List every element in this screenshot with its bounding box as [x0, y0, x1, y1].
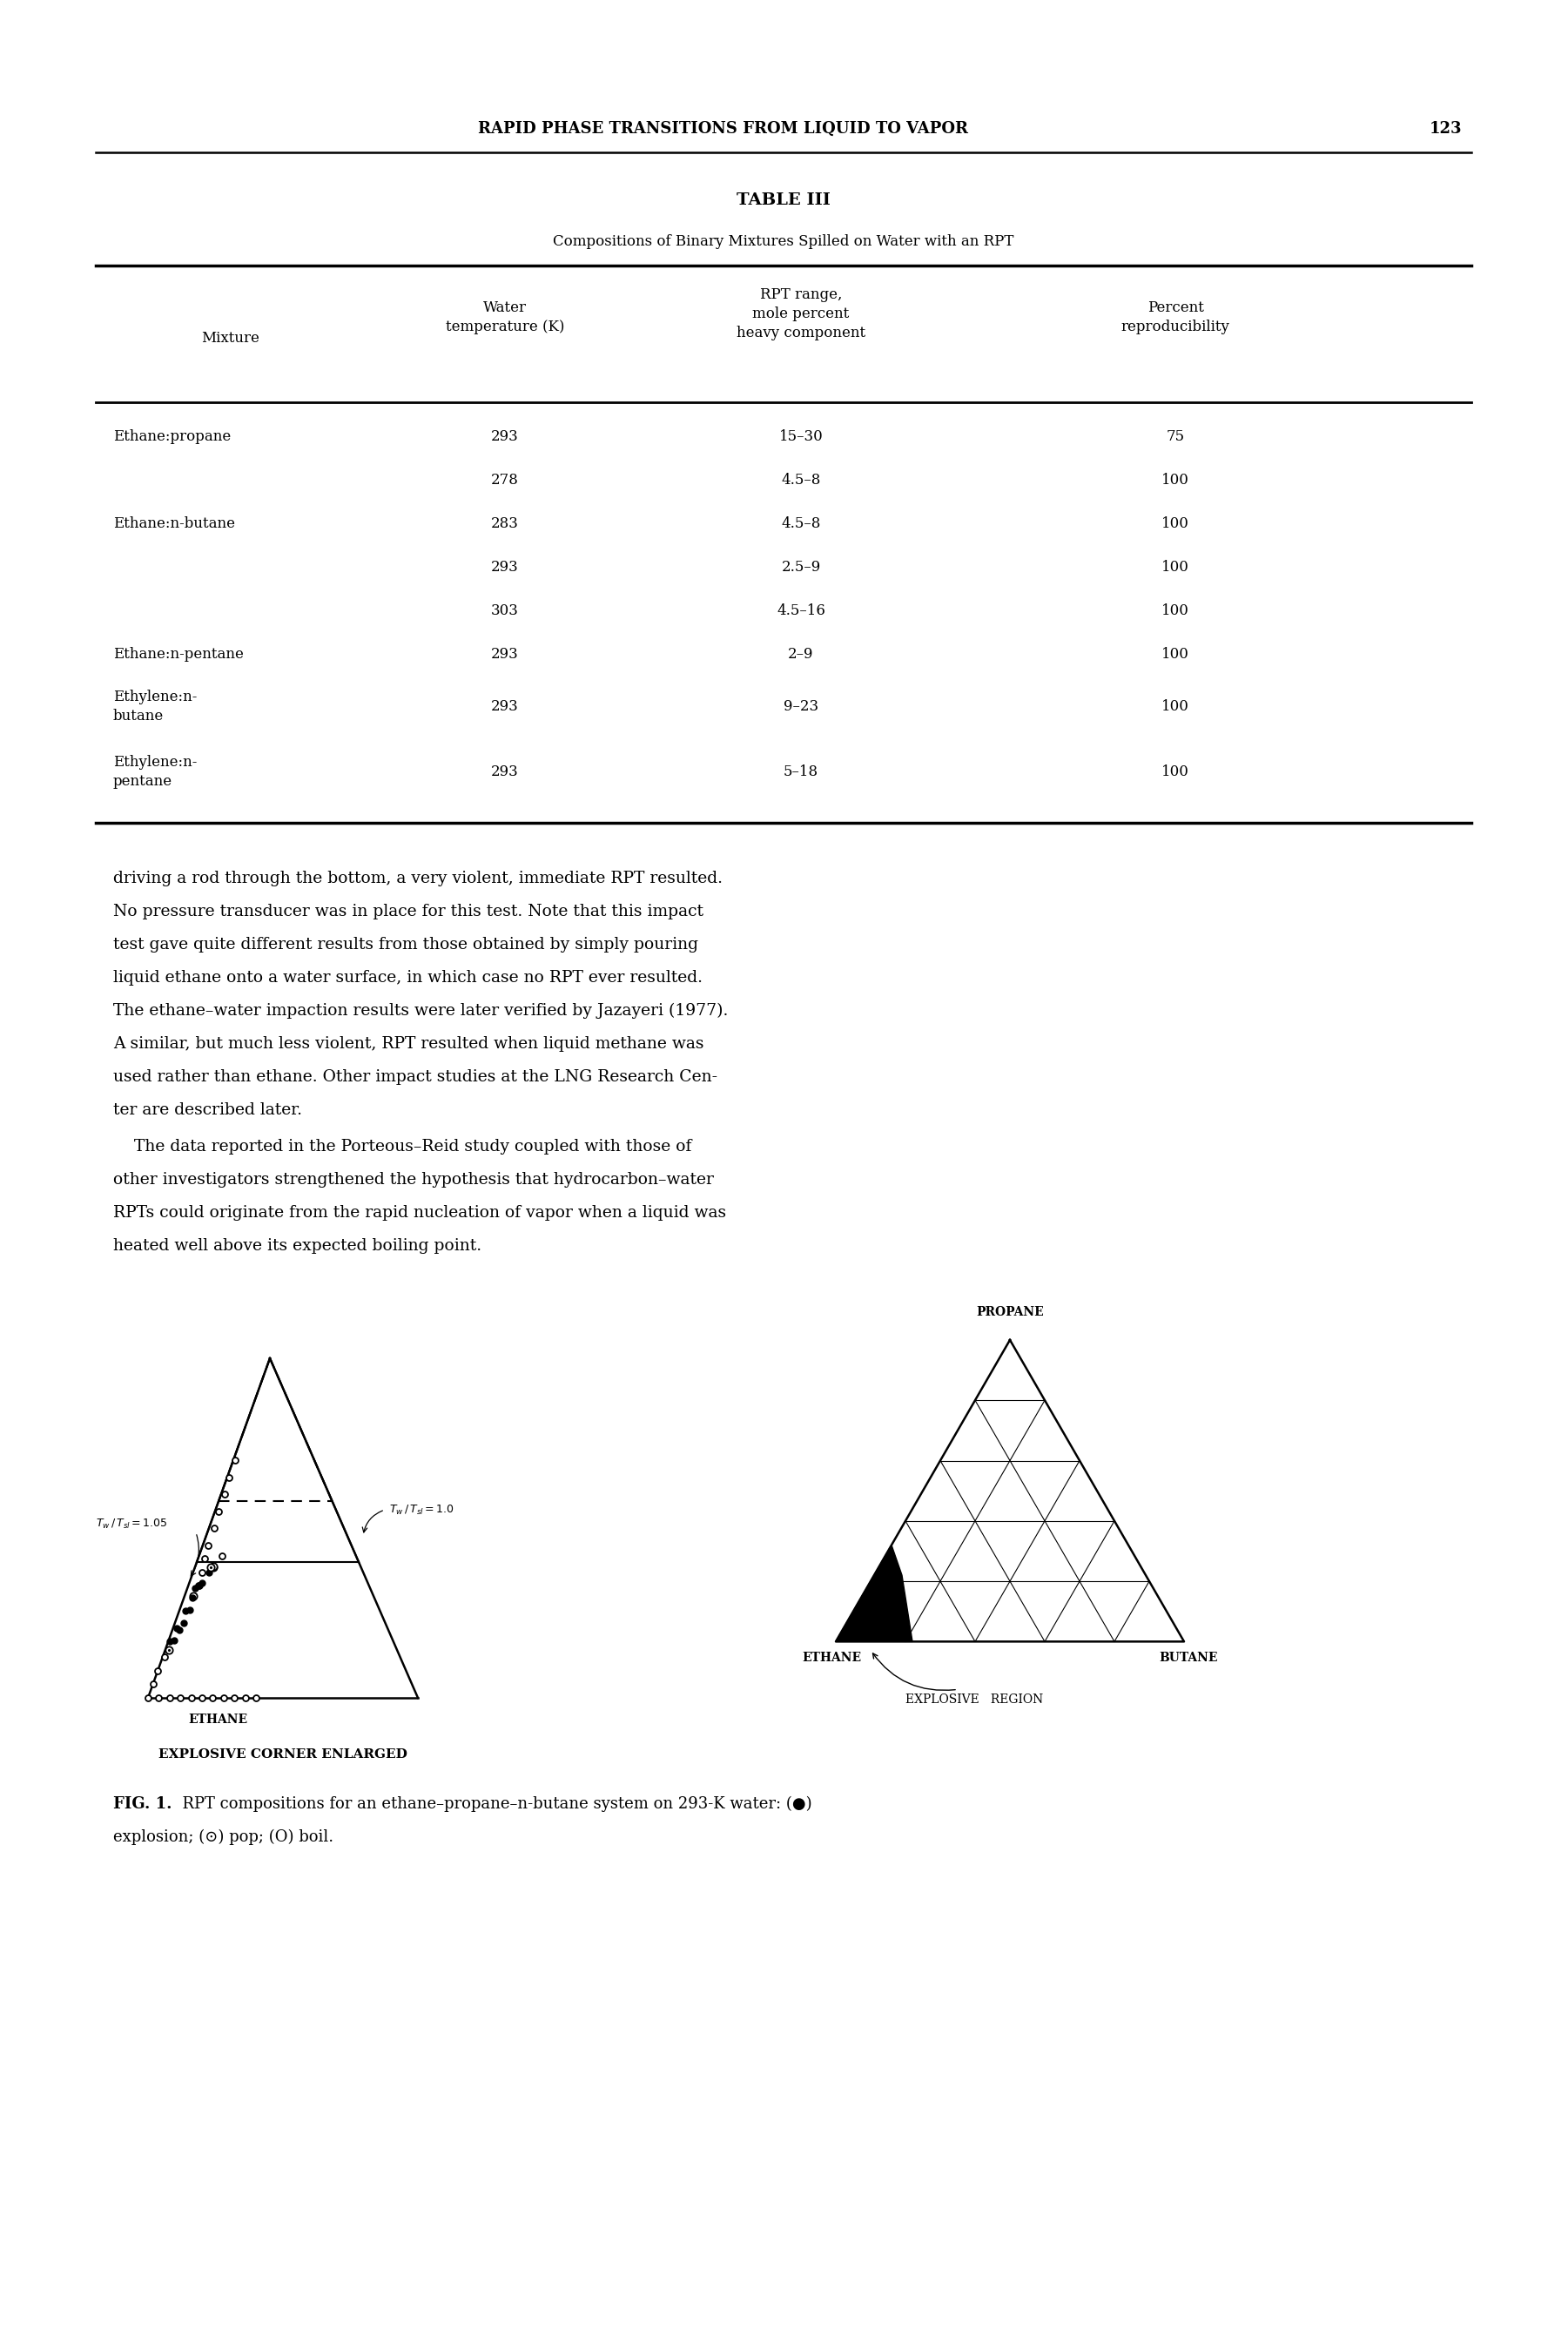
- Text: Ethane:n-pentane: Ethane:n-pentane: [113, 646, 243, 660]
- Text: explosion; (⊙) pop; (O) boil.: explosion; (⊙) pop; (O) boil.: [113, 1828, 334, 1845]
- Text: 2–9: 2–9: [789, 646, 814, 660]
- Text: Ethylene:n-
pentane: Ethylene:n- pentane: [113, 754, 198, 790]
- Text: ETHANE: ETHANE: [188, 1713, 248, 1725]
- Text: 100: 100: [1162, 700, 1189, 714]
- Text: ETHANE: ETHANE: [801, 1652, 861, 1664]
- Text: RPTs could originate from the rapid nucleation of vapor when a liquid was: RPTs could originate from the rapid nucl…: [113, 1206, 726, 1220]
- Text: heated well above its expected boiling point.: heated well above its expected boiling p…: [113, 1238, 481, 1255]
- Text: 293: 293: [491, 764, 519, 780]
- Text: 4.5–8: 4.5–8: [781, 472, 820, 486]
- Text: 100: 100: [1162, 517, 1189, 531]
- Text: RAPID PHASE TRANSITIONS FROM LIQUID TO VAPOR: RAPID PHASE TRANSITIONS FROM LIQUID TO V…: [478, 122, 967, 136]
- Text: $T_w\,/\,T_{sl} = 1.0$: $T_w\,/\,T_{sl} = 1.0$: [389, 1504, 455, 1516]
- Text: PROPANE: PROPANE: [977, 1307, 1044, 1318]
- Text: Ethane:n-butane: Ethane:n-butane: [113, 517, 235, 531]
- Text: RPT range,
mole percent
heavy component: RPT range, mole percent heavy component: [737, 287, 866, 341]
- Text: $T_w\,/\,T_{sl} = 1.05$: $T_w\,/\,T_{sl} = 1.05$: [96, 1518, 168, 1530]
- Text: used rather than ethane. Other impact studies at the LNG Research Cen-: used rather than ethane. Other impact st…: [113, 1069, 718, 1086]
- Text: 100: 100: [1162, 604, 1189, 618]
- Text: 100: 100: [1162, 646, 1189, 660]
- Text: test gave quite different results from those obtained by simply pouring: test gave quite different results from t…: [113, 938, 698, 952]
- Text: No pressure transducer was in place for this test. Note that this impact: No pressure transducer was in place for …: [113, 905, 704, 919]
- Text: RPT compositions for an ethane–propane–n-butane system on 293-K water: (●): RPT compositions for an ethane–propane–n…: [172, 1795, 812, 1812]
- Text: 100: 100: [1162, 472, 1189, 486]
- Text: Water
temperature (K): Water temperature (K): [445, 301, 564, 334]
- Text: 283: 283: [491, 517, 519, 531]
- Text: ter are described later.: ter are described later.: [113, 1102, 303, 1119]
- Text: 293: 293: [491, 646, 519, 660]
- Text: 4.5–16: 4.5–16: [776, 604, 825, 618]
- Text: The data reported in the Porteous–Reid study coupled with those of: The data reported in the Porteous–Reid s…: [113, 1140, 691, 1154]
- Text: The ethane–water impaction results were later verified by Jazayeri (1977).: The ethane–water impaction results were …: [113, 1003, 728, 1020]
- Text: 293: 293: [491, 428, 519, 444]
- Text: driving a rod through the bottom, a very violent, immediate RPT resulted.: driving a rod through the bottom, a very…: [113, 872, 723, 886]
- Text: Mixture: Mixture: [202, 331, 260, 345]
- Text: Compositions of Binary Mixtures Spilled on Water with an RPT: Compositions of Binary Mixtures Spilled …: [554, 235, 1014, 249]
- Text: 15–30: 15–30: [779, 428, 823, 444]
- Text: EXPLOSIVE CORNER ENLARGED: EXPLOSIVE CORNER ENLARGED: [158, 1748, 408, 1760]
- Text: 9–23: 9–23: [784, 700, 818, 714]
- Text: Ethylene:n-
butane: Ethylene:n- butane: [113, 691, 198, 724]
- Text: 278: 278: [491, 472, 519, 486]
- Text: 100: 100: [1162, 764, 1189, 780]
- Text: Ethane:propane: Ethane:propane: [113, 428, 230, 444]
- Text: 4.5–8: 4.5–8: [781, 517, 820, 531]
- Text: FIG. 1.: FIG. 1.: [113, 1795, 172, 1812]
- Text: 100: 100: [1162, 559, 1189, 573]
- Text: 5–18: 5–18: [784, 764, 818, 780]
- Text: TABLE III: TABLE III: [737, 193, 831, 209]
- Text: 303: 303: [491, 604, 519, 618]
- Text: 75: 75: [1167, 428, 1184, 444]
- Text: 2.5–9: 2.5–9: [781, 559, 820, 573]
- Text: liquid ethane onto a water surface, in which case no RPT ever resulted.: liquid ethane onto a water surface, in w…: [113, 971, 702, 985]
- Text: A similar, but much less violent, RPT resulted when liquid methane was: A similar, but much less violent, RPT re…: [113, 1036, 704, 1053]
- Text: 293: 293: [491, 559, 519, 573]
- Text: 293: 293: [491, 700, 519, 714]
- Text: 123: 123: [1428, 122, 1461, 136]
- Text: other investigators strengthened the hypothesis that hydrocarbon–water: other investigators strengthened the hyp…: [113, 1173, 713, 1187]
- Polygon shape: [836, 1544, 913, 1643]
- Text: BUTANE: BUTANE: [1159, 1652, 1218, 1664]
- Text: EXPLOSIVE   REGION: EXPLOSIVE REGION: [905, 1694, 1043, 1706]
- Text: Percent
reproducibility: Percent reproducibility: [1121, 301, 1229, 334]
